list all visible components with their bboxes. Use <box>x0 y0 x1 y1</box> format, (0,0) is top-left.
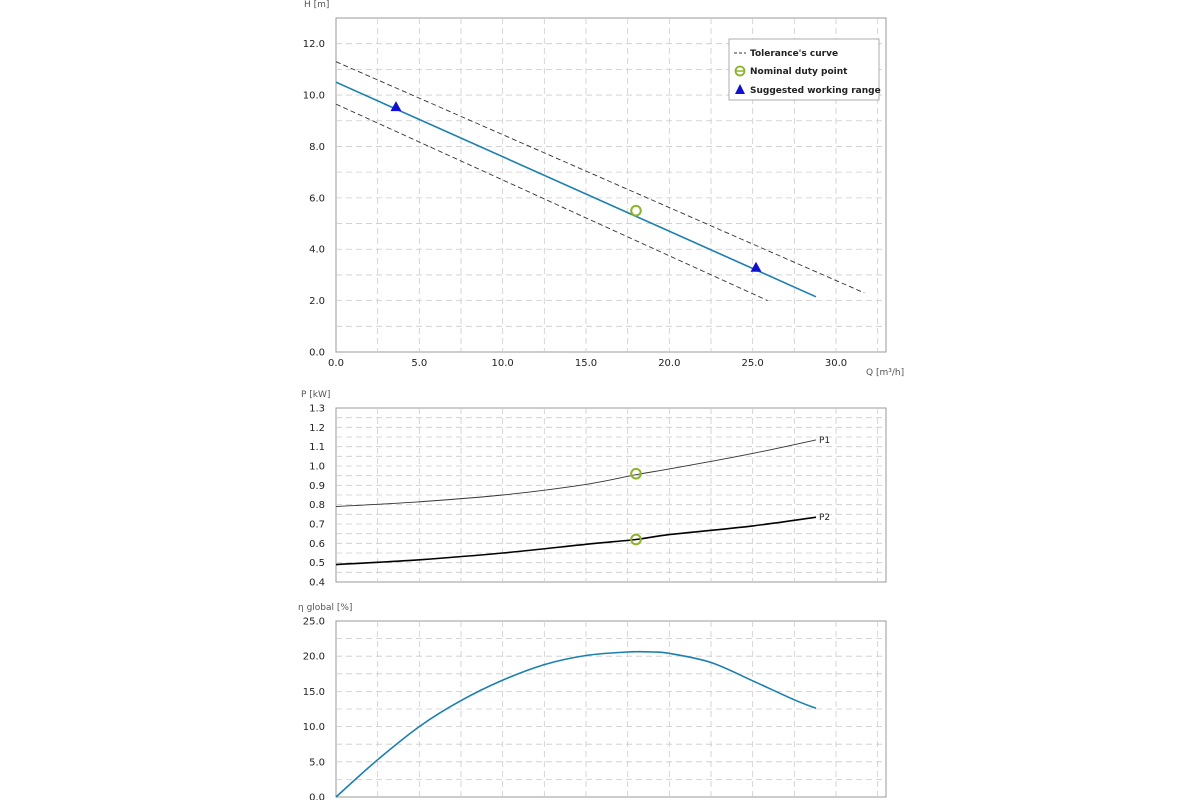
y-tick-label: 0.9 <box>309 481 325 492</box>
head-markers <box>390 101 762 272</box>
y-tick-label: 0.0 <box>309 793 325 800</box>
power-series: P1 P2 <box>335 436 830 566</box>
y-tick-label: 0.8 <box>309 500 325 511</box>
y-tick-label: 0.4 <box>309 578 325 589</box>
y-tick-label: 4.0 <box>309 245 325 256</box>
legend-tolerance-label: Tolerance's curve <box>750 49 838 59</box>
head-y-ticks: 0.0 2.0 4.0 6.0 8.0 10.0 12.0 <box>303 39 325 358</box>
power-markers <box>630 467 642 546</box>
y-tick-label: 0.6 <box>309 539 325 550</box>
efficiency-chart: 0.0 5.0 10.0 15.0 20.0 25.0 η global [%] <box>298 603 887 800</box>
head-chart-frame <box>335 17 887 353</box>
power-curve-p1 <box>335 439 817 508</box>
tolerance-curve <box>335 61 865 294</box>
x-tick-label: 20.0 <box>658 358 680 369</box>
legend-nominal-label: Nominal duty point <box>750 67 848 77</box>
x-tick-label: 5.0 <box>411 358 427 369</box>
efficiency-series <box>335 650 817 798</box>
series-label-p1: P1 <box>819 436 830 446</box>
nominal-duty-point <box>630 533 642 546</box>
head-x-axis-label: Q [m³/h] <box>866 368 904 378</box>
head-chart: 0.0 2.0 4.0 6.0 8.0 10.0 12.0 0.0 5.0 10.0 15.0 20… <box>303 0 904 378</box>
y-tick-label: 2.0 <box>309 296 325 307</box>
power-curve-p2 <box>335 516 817 566</box>
x-tick-label: 30.0 <box>825 358 847 369</box>
y-tick-label: 15.0 <box>303 687 325 698</box>
x-tick-label: 0.0 <box>328 358 344 369</box>
y-tick-label: 1.2 <box>309 423 325 434</box>
y-tick-label: 1.0 <box>309 462 325 473</box>
power-y-axis-label: P [kW] <box>301 390 330 400</box>
series-label-p2: P2 <box>819 513 830 523</box>
head-y-axis-label: H [m] <box>304 0 329 10</box>
power-grid <box>336 408 886 582</box>
nominal-duty-point <box>630 204 642 217</box>
head-series <box>335 61 865 302</box>
power-chart: 0.4 0.5 0.6 0.7 0.8 0.9 1.0 1.1 1.2 1.3 P [kW] P1… <box>301 390 887 589</box>
y-tick-label: 5.0 <box>309 757 325 768</box>
legend-box <box>728 38 880 101</box>
working-range-marker <box>750 261 762 272</box>
power-y-ticks: 0.4 0.5 0.6 0.7 0.8 0.9 1.0 1.1 1.2 1.3 <box>309 404 325 589</box>
y-tick-label: 0.0 <box>309 348 325 359</box>
y-tick-label: 0.7 <box>309 520 325 531</box>
pump-head-curve <box>335 81 817 298</box>
y-tick-label: 1.1 <box>309 442 325 453</box>
head-x-ticks: 0.0 5.0 10.0 15.0 20.0 25.0 30.0 <box>328 358 847 369</box>
y-tick-label: 25.0 <box>303 617 325 628</box>
legend-working-range-label: Suggested working range <box>750 86 881 96</box>
nominal-duty-point <box>630 467 642 480</box>
y-tick-label: 0.5 <box>309 558 325 569</box>
tolerance-curve <box>335 103 768 302</box>
y-tick-label: 6.0 <box>309 193 325 204</box>
legend-working-range-swatch <box>735 84 745 94</box>
working-range-marker <box>390 101 402 112</box>
x-tick-label: 10.0 <box>492 358 514 369</box>
x-tick-label: 25.0 <box>742 358 764 369</box>
legend: Tolerance's curve Nominal duty point Sug… <box>728 38 881 101</box>
y-tick-label: 10.0 <box>303 91 325 102</box>
x-tick-label: 15.0 <box>575 358 597 369</box>
y-tick-label: 1.3 <box>309 404 325 415</box>
efficiency-y-axis-label: η global [%] <box>298 603 352 613</box>
y-tick-label: 20.0 <box>303 652 325 663</box>
y-tick-label: 10.0 <box>303 722 325 733</box>
efficiency-y-ticks: 0.0 5.0 10.0 15.0 20.0 25.0 <box>303 617 325 800</box>
efficiency-curve <box>335 650 817 798</box>
efficiency-grid <box>336 621 886 797</box>
y-tick-label: 8.0 <box>309 142 325 153</box>
y-tick-label: 12.0 <box>303 39 325 50</box>
